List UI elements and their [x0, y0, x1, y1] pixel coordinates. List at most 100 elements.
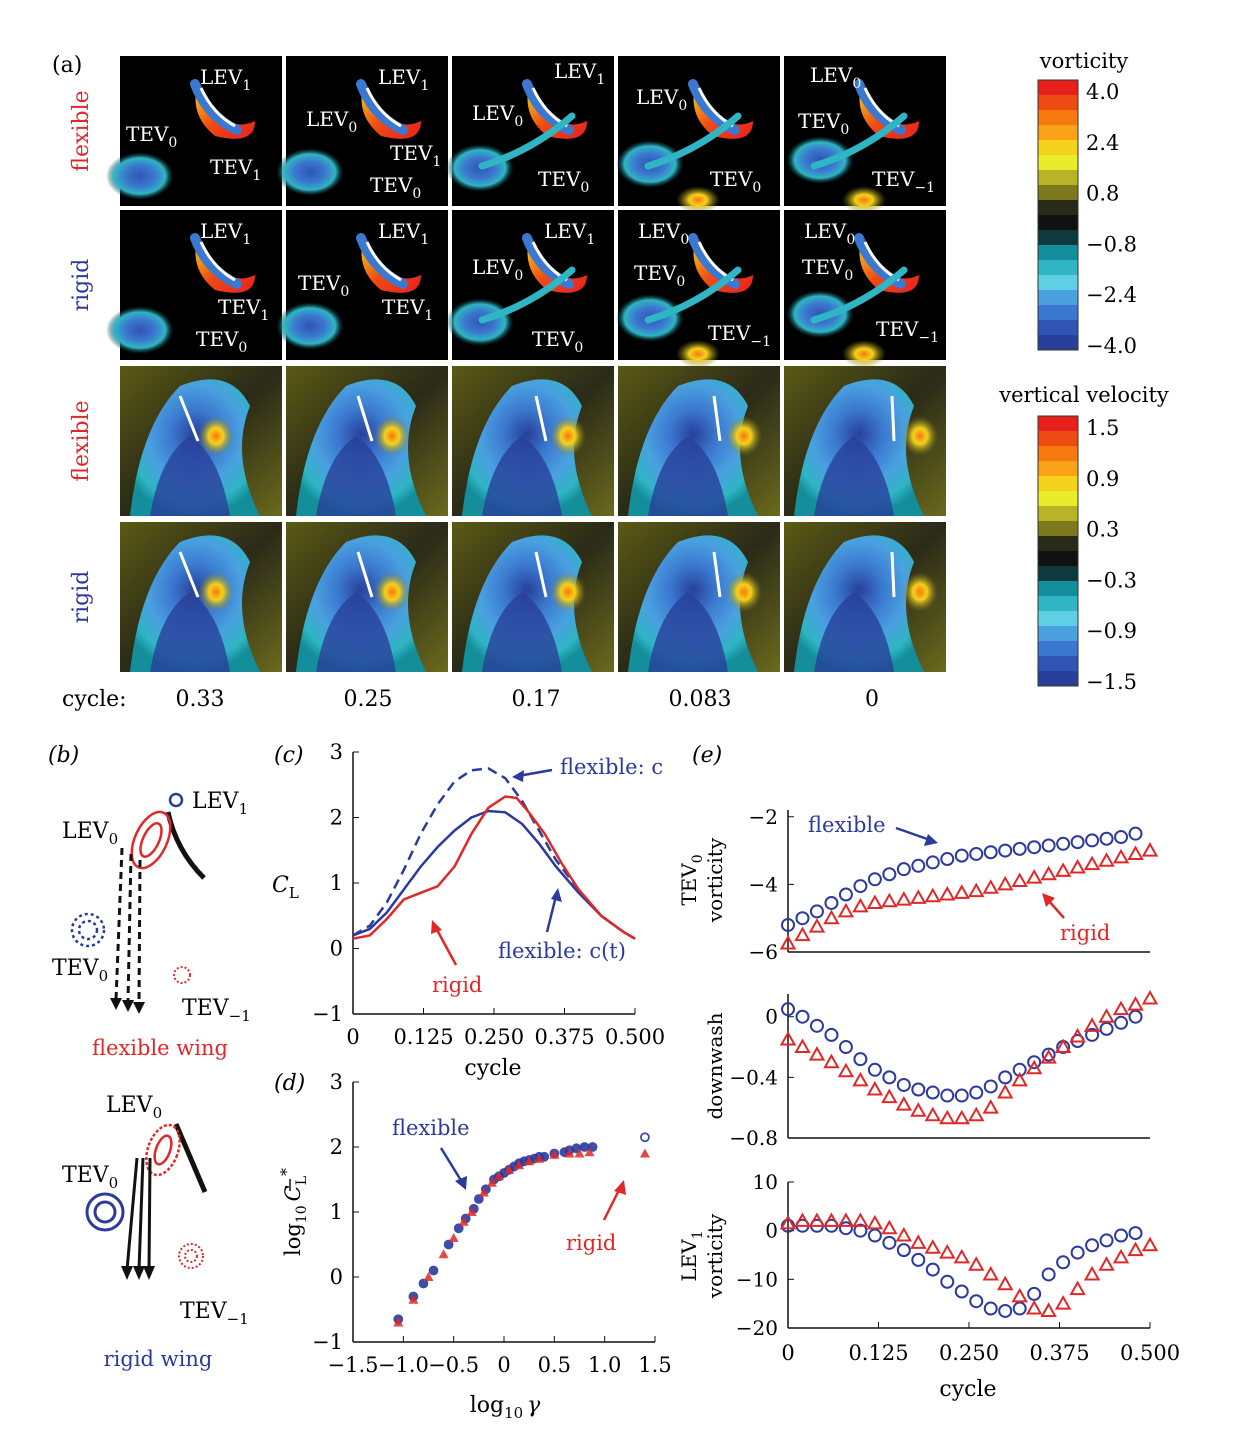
- point-flexible: [1128, 826, 1143, 841]
- tile-r1-c0: [106, 210, 282, 360]
- colorbar-swatch: [1038, 290, 1078, 306]
- tile-r2-c3: [618, 366, 780, 516]
- point-rigid: [996, 875, 1014, 891]
- vortex-label-lev0: LEV0: [636, 85, 687, 114]
- point-flexible: [1128, 1226, 1143, 1241]
- annot-flexible-ct: flexible: c(t): [498, 939, 626, 963]
- rigid-lev0-vortex-outer: [145, 1123, 181, 1177]
- tile-r1-c3: [616, 210, 780, 368]
- point-flexible: [1085, 833, 1100, 848]
- point-rigid: [458, 1216, 469, 1226]
- point-rigid: [1141, 1236, 1159, 1252]
- tile-r0-c2: [446, 56, 614, 206]
- point-rigid: [794, 1212, 811, 1227]
- tile-r2-c0: [120, 366, 282, 516]
- point-rigid: [779, 935, 797, 950]
- cycle-tick: 0.17: [512, 687, 561, 712]
- tile-r1-c4: [784, 210, 946, 368]
- colorbar-swatch: [1038, 506, 1078, 522]
- upwash-blob: [726, 416, 762, 456]
- point-rigid: [486, 1177, 497, 1187]
- tile-labels-r1-c4: LEV0 TEV0 TEV−1: [802, 219, 939, 346]
- downwash-core: [150, 592, 230, 672]
- point-rigid: [1054, 1038, 1072, 1054]
- wing: [365, 241, 402, 282]
- lev-blob: [693, 86, 753, 139]
- colorbar-tick: −0.9: [1086, 619, 1137, 643]
- point-rigid: [564, 1148, 575, 1158]
- lev-shear: [190, 79, 242, 135]
- point-rigid: [939, 1244, 956, 1259]
- point-rigid: [924, 1239, 942, 1254]
- point-rigid: [1112, 848, 1130, 864]
- wing: [890, 395, 896, 442]
- point-rigid: [996, 1083, 1014, 1099]
- row-label-2: flexible: [69, 400, 94, 481]
- y-tick-label: −0.8: [729, 1126, 778, 1150]
- point-flexible: [882, 1070, 897, 1085]
- vortex-label-lev0: LEV0: [472, 255, 523, 284]
- vorticity-colorbar: [1037, 79, 1079, 351]
- point-rigid: [1127, 996, 1144, 1011]
- tile-r0-c4: [784, 56, 946, 214]
- colorbar-tick: −0.3: [1086, 568, 1137, 592]
- colorbar-swatch: [1038, 566, 1078, 582]
- y-tick-label: −20: [736, 1316, 778, 1340]
- point-flexible: [824, 895, 839, 910]
- vortex-label-lev0: LEV0: [804, 219, 855, 248]
- lev-blob: [859, 240, 919, 293]
- tile-labels-r1-c1: LEV1 TEV0 TEV1: [298, 219, 433, 324]
- point-flexible: [867, 872, 882, 887]
- x-tick-label: −1.5: [328, 1353, 379, 1377]
- y-tick-label: −4: [749, 872, 778, 896]
- point-flexible: [998, 1303, 1013, 1318]
- point-rigid: [779, 1030, 797, 1046]
- point-rigid: [1141, 990, 1159, 1005]
- colorbar-frame: [1037, 79, 1079, 351]
- point-flexible: [882, 1235, 897, 1250]
- panel-d-xlabel: log10 γ: [470, 1393, 541, 1422]
- vorticity-legend-title: vorticity: [1039, 49, 1129, 73]
- downwash-core: [316, 436, 396, 516]
- point-flexible: [882, 867, 897, 882]
- wing: [199, 241, 236, 282]
- downwash-arrows-solid: [125, 1157, 152, 1271]
- point-rigid: [866, 1080, 884, 1096]
- lev-blob: [195, 86, 255, 139]
- colorbar-swatch: [1038, 656, 1078, 672]
- point-rigid: [881, 1088, 898, 1104]
- tevm1-blob: [842, 340, 886, 368]
- vortex-label-tev0: TEV0: [634, 261, 685, 290]
- point-flexible: [1027, 840, 1042, 855]
- upwash-blob: [550, 572, 586, 612]
- point-flexible: [954, 1284, 969, 1299]
- row-label-0: flexible: [69, 90, 94, 171]
- colorbar-swatch: [1038, 476, 1078, 492]
- lev-shear: [356, 79, 408, 135]
- point-rigid: [808, 1212, 826, 1227]
- point-rigid: [996, 1275, 1014, 1291]
- downwash-core: [482, 592, 562, 672]
- tile-r2-c1: [286, 366, 448, 516]
- point-flexible: [453, 1223, 464, 1234]
- point-rigid: [939, 885, 956, 901]
- annot-d-flexible: flexible: [392, 1116, 470, 1140]
- e1-ylabel2: vorticity: [703, 837, 727, 923]
- point-flexible: [1099, 831, 1114, 846]
- tev0-blob: [276, 302, 344, 350]
- point-rigid: [808, 1046, 826, 1061]
- tev0-vortex-icon: [70, 912, 106, 948]
- point-flexible: [1085, 1027, 1100, 1042]
- point-flexible: [579, 1142, 590, 1152]
- point-flexible: [969, 846, 984, 861]
- y-tick-label: −10: [736, 1267, 778, 1291]
- point-rigid: [837, 1062, 855, 1078]
- point-rigid: [881, 892, 898, 908]
- downwash-core: [648, 436, 728, 516]
- point-flexible: [418, 1278, 429, 1289]
- tevm1-blob: [676, 340, 720, 368]
- colorbar-swatch: [1038, 416, 1078, 432]
- rigid-tevm1-vortex-icon: [178, 1243, 204, 1269]
- point-rigid: [1098, 852, 1115, 867]
